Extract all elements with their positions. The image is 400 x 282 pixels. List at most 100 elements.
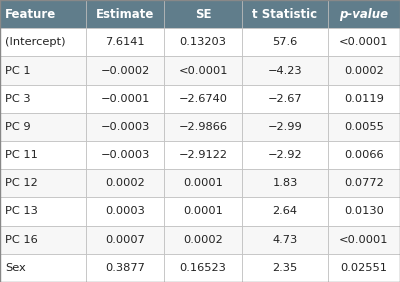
Text: 57.6: 57.6	[272, 37, 298, 47]
Text: PC 13: PC 13	[5, 206, 38, 217]
Text: 4.73: 4.73	[272, 235, 298, 245]
Bar	[86, 226, 164, 254]
Text: PC 9: PC 9	[5, 122, 30, 132]
Text: 0.13203: 0.13203	[180, 37, 226, 47]
Bar	[328, 254, 400, 282]
Text: (Intercept): (Intercept)	[5, 37, 65, 47]
Bar	[86, 197, 164, 226]
Bar	[242, 85, 328, 113]
Bar	[164, 113, 242, 141]
Text: 0.0002: 0.0002	[105, 178, 145, 188]
Text: PC 16: PC 16	[5, 235, 38, 245]
Text: −0.0003: −0.0003	[100, 122, 150, 132]
Bar	[86, 141, 164, 169]
Text: 2.64: 2.64	[272, 206, 298, 217]
Text: 0.0001: 0.0001	[183, 206, 223, 217]
Bar	[164, 85, 242, 113]
Bar	[0, 141, 86, 169]
Bar	[328, 226, 400, 254]
Text: 0.0001: 0.0001	[183, 178, 223, 188]
Bar	[242, 197, 328, 226]
Bar	[164, 169, 242, 197]
Bar	[86, 169, 164, 197]
Text: Estimate: Estimate	[96, 8, 154, 21]
Bar	[328, 56, 400, 85]
Bar	[242, 254, 328, 282]
Text: −2.9866: −2.9866	[178, 122, 228, 132]
Bar	[242, 56, 328, 85]
Text: −0.0002: −0.0002	[100, 65, 150, 76]
Text: 0.0772: 0.0772	[344, 178, 384, 188]
Text: −0.0001: −0.0001	[100, 94, 150, 104]
Text: −2.9122: −2.9122	[178, 150, 228, 160]
Bar	[164, 197, 242, 226]
Text: −4.23: −4.23	[268, 65, 302, 76]
Text: 0.3877: 0.3877	[105, 263, 145, 273]
Bar	[242, 0, 328, 28]
Bar	[242, 113, 328, 141]
Bar	[0, 197, 86, 226]
Text: 0.0130: 0.0130	[344, 206, 384, 217]
Text: SE: SE	[195, 8, 211, 21]
Bar	[86, 85, 164, 113]
Bar	[86, 0, 164, 28]
Bar	[0, 56, 86, 85]
Text: PC 1: PC 1	[5, 65, 30, 76]
Bar	[164, 141, 242, 169]
Bar	[0, 0, 86, 28]
Text: −0.0003: −0.0003	[100, 150, 150, 160]
Bar	[164, 226, 242, 254]
Text: 0.0119: 0.0119	[344, 94, 384, 104]
Bar	[164, 254, 242, 282]
Bar	[0, 226, 86, 254]
Text: 0.0003: 0.0003	[105, 206, 145, 217]
Bar	[328, 28, 400, 56]
Text: PC 3: PC 3	[5, 94, 30, 104]
Text: −2.99: −2.99	[268, 122, 302, 132]
Bar	[0, 254, 86, 282]
Text: 0.02551: 0.02551	[340, 263, 388, 273]
Text: 1.83: 1.83	[272, 178, 298, 188]
Bar	[328, 0, 400, 28]
Bar	[164, 28, 242, 56]
Bar	[0, 85, 86, 113]
Text: Sex: Sex	[5, 263, 26, 273]
Text: <0.0001: <0.0001	[339, 235, 389, 245]
Bar	[164, 0, 242, 28]
Text: t Statistic: t Statistic	[252, 8, 318, 21]
Bar	[328, 197, 400, 226]
Text: 0.16523: 0.16523	[180, 263, 226, 273]
Text: −2.6740: −2.6740	[178, 94, 228, 104]
Bar	[328, 141, 400, 169]
Text: 7.6141: 7.6141	[105, 37, 145, 47]
Bar	[0, 113, 86, 141]
Text: <0.0001: <0.0001	[178, 65, 228, 76]
Text: 0.0007: 0.0007	[105, 235, 145, 245]
Text: <0.0001: <0.0001	[339, 37, 389, 47]
Bar	[0, 28, 86, 56]
Bar	[86, 56, 164, 85]
Bar	[86, 28, 164, 56]
Text: −2.92: −2.92	[268, 150, 302, 160]
Text: p-value: p-value	[340, 8, 388, 21]
Bar	[242, 28, 328, 56]
Bar	[86, 113, 164, 141]
Bar	[328, 169, 400, 197]
Bar	[86, 254, 164, 282]
Text: 0.0066: 0.0066	[344, 150, 384, 160]
Text: 2.35: 2.35	[272, 263, 298, 273]
Text: 0.0002: 0.0002	[344, 65, 384, 76]
Text: Feature: Feature	[5, 8, 56, 21]
Text: 0.0055: 0.0055	[344, 122, 384, 132]
Bar	[328, 85, 400, 113]
Text: PC 11: PC 11	[5, 150, 38, 160]
Text: PC 12: PC 12	[5, 178, 38, 188]
Bar	[328, 113, 400, 141]
Bar	[242, 226, 328, 254]
Bar	[164, 56, 242, 85]
Text: 0.0002: 0.0002	[183, 235, 223, 245]
Bar	[242, 141, 328, 169]
Text: −2.67: −2.67	[268, 94, 302, 104]
Bar	[242, 169, 328, 197]
Bar	[0, 169, 86, 197]
